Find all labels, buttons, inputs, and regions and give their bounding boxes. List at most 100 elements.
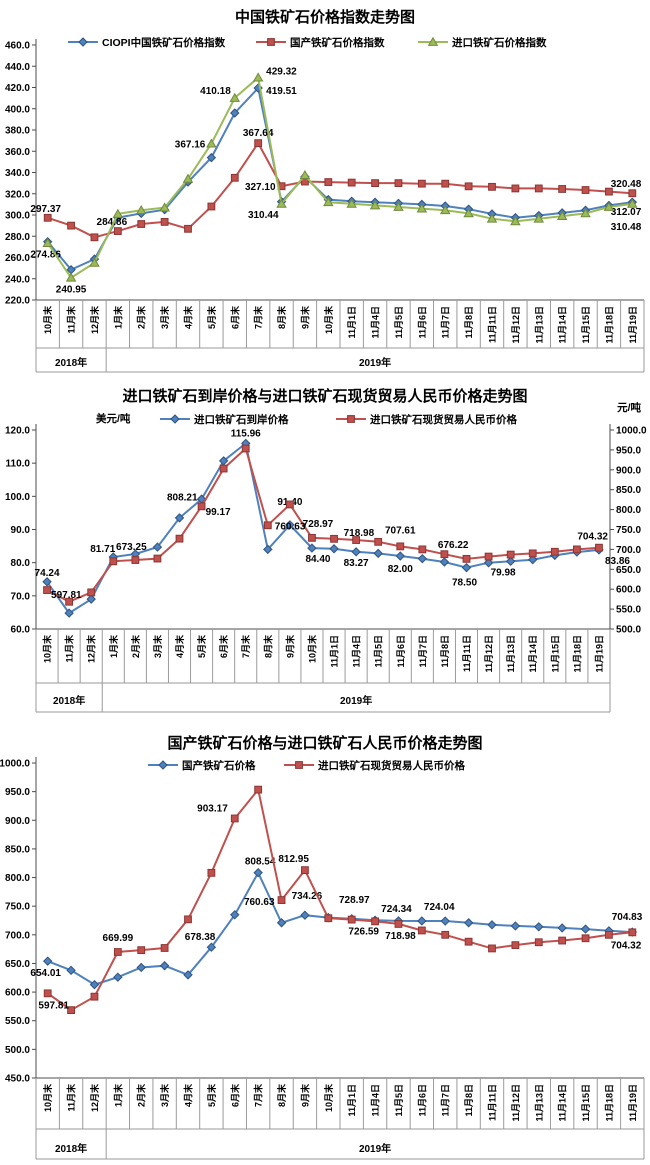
diamond-marker-icon xyxy=(183,970,193,980)
year-label: 2018年 xyxy=(53,694,85,707)
x-category-label: 11月13日 xyxy=(506,635,516,673)
data-label: 724.04 xyxy=(424,902,455,913)
triangle-marker-icon xyxy=(182,173,194,183)
square-marker-icon xyxy=(484,552,493,561)
x-category-label: 7月末 xyxy=(240,634,251,658)
legend-label: CIOPI中国铁矿石价格指数 xyxy=(102,36,226,49)
data-label: 274.86 xyxy=(30,250,61,261)
data-label: 718.98 xyxy=(344,528,375,539)
data-label: 728.97 xyxy=(339,895,370,906)
diamond-marker-icon xyxy=(230,108,240,118)
x-category-label: 4月末 xyxy=(183,305,194,329)
data-label: 240.95 xyxy=(56,285,87,296)
diamond-marker-icon xyxy=(42,956,53,966)
import-cif-vs-cny-chart: 进口铁矿石到岸价格与进口铁矿石现货贸易人民币价格走势图 美元/吨 元/吨 120… xyxy=(5,387,647,713)
square-marker-icon xyxy=(394,179,403,188)
y-tick-label: 60.0 xyxy=(11,625,31,636)
x-category-label: 11月13日 xyxy=(534,306,544,344)
diamond-marker-icon xyxy=(528,554,538,565)
x-category-label: 6月末 xyxy=(218,634,229,658)
x-category-label: 11月4日 xyxy=(371,1084,381,1117)
triangle-marker-icon xyxy=(112,208,124,218)
diamond-marker-icon xyxy=(206,152,217,163)
x-category-label: 1月末 xyxy=(108,634,119,658)
square-marker-icon xyxy=(534,184,543,193)
square-marker-icon xyxy=(558,185,567,193)
data-label: 81.71 xyxy=(90,544,115,555)
square-marker-icon xyxy=(462,554,471,563)
diamond-marker-icon xyxy=(152,542,163,552)
diamond-marker-icon xyxy=(534,922,544,932)
x-axis: 10月末 11月末 12月末 1月末 2月末 3月末 4月末 5月末 6月末 7月末 8月末 9月末 1… xyxy=(35,299,645,373)
data-label: 760.63 xyxy=(275,521,306,532)
square-marker-icon xyxy=(628,928,637,937)
data-label: 74.24 xyxy=(35,568,60,579)
x-category-label: 11月1日 xyxy=(347,1084,357,1117)
x-category-label: 4月末 xyxy=(174,634,185,658)
square-marker-icon xyxy=(67,221,75,230)
data-label: 115.96 xyxy=(231,428,261,439)
x-category-label: 11月末 xyxy=(66,1083,77,1112)
square-marker-icon xyxy=(418,545,427,554)
y-tick-label: 70.0 xyxy=(11,591,31,602)
x-category-label: 11月19日 xyxy=(594,635,604,673)
square-marker-icon xyxy=(175,534,184,543)
data-label: 82.00 xyxy=(388,564,413,575)
square-marker-icon xyxy=(534,938,543,947)
x-category-label: 1月末 xyxy=(112,305,123,329)
legend-label: 国产铁矿石价格指数 xyxy=(290,36,385,49)
square-marker-icon xyxy=(371,917,379,926)
y-tick-label: 700.0 xyxy=(616,545,641,556)
x-category-label: 11月1日 xyxy=(330,635,340,668)
diamond-marker-icon xyxy=(373,548,383,559)
square-marker-icon xyxy=(277,896,286,904)
right-axis-unit: 元/吨 xyxy=(617,401,641,414)
square-marker-icon xyxy=(371,179,379,188)
chart-title: 国产铁矿石价格与进口铁矿石人民币价格走势图 xyxy=(167,734,482,752)
legend-label: 国产铁矿石价格 xyxy=(182,759,256,772)
square-marker-icon xyxy=(230,814,239,823)
series-1: 597.81 669.99 903.17 760.63 812.95 728.97 726.… xyxy=(38,785,642,1015)
square-marker-icon xyxy=(67,1006,75,1015)
square-marker-icon xyxy=(153,554,162,563)
x-category-label: 11月6日 xyxy=(417,1084,427,1117)
series-line xyxy=(47,141,633,239)
y-tick-label: 550.0 xyxy=(616,605,641,616)
year-label: 2018年 xyxy=(55,1142,87,1155)
diamond-marker-icon xyxy=(174,513,185,523)
diamond-marker-icon xyxy=(487,920,497,930)
diamond-marker-icon xyxy=(439,557,450,567)
diamond-marker-icon xyxy=(159,961,170,971)
data-label: 903.17 xyxy=(197,803,228,814)
x-category-label: 2月末 xyxy=(130,634,141,658)
year-label: 2019年 xyxy=(359,1142,391,1155)
y-tick-label: 1000.0 xyxy=(616,426,647,437)
y-axis-left: 1000.0 950.0 900.0 850.0 800.0 750.0 700.0 650.… xyxy=(0,757,37,1085)
x-category-label: 11月18日 xyxy=(604,306,614,344)
x-category-label: 11月4日 xyxy=(352,635,362,668)
x-category-label: 5月末 xyxy=(206,305,217,329)
y-tick-label: 700.0 xyxy=(5,930,30,941)
x-category-label: 11月14日 xyxy=(528,635,538,673)
legend: 进口铁矿石到岸价格 进口铁矿石现货贸易人民币价格 xyxy=(160,413,517,426)
x-category-label: 11月5日 xyxy=(394,306,404,339)
diamond-marker-icon xyxy=(300,910,310,920)
y-axis-left: 120.0 110.0 100.0 90.0 80.0 70.0 60.0 xyxy=(5,424,37,636)
series-0: 74.2481.7199.17115.9691.4084.4083.2782.0… xyxy=(35,428,630,618)
x-category-label: 2月末 xyxy=(136,305,147,329)
diamond-marker-icon xyxy=(505,556,516,567)
data-label: 726.59 xyxy=(348,927,379,938)
diamond-marker-icon xyxy=(263,544,273,555)
triangle-marker-icon xyxy=(627,198,638,208)
x-category-label: 11月8日 xyxy=(464,1084,474,1117)
x-category-label: 8月末 xyxy=(276,305,287,329)
data-label: 673.25 xyxy=(116,542,147,553)
square-marker-icon xyxy=(417,926,426,935)
data-label: 320.48 xyxy=(611,179,642,190)
diamond-marker-icon xyxy=(417,553,428,564)
legend-label: 进口铁矿石到岸价格 xyxy=(194,413,289,426)
chart-title: 中国铁矿石价格指数走势图 xyxy=(235,8,415,26)
square-marker-icon xyxy=(184,915,192,924)
